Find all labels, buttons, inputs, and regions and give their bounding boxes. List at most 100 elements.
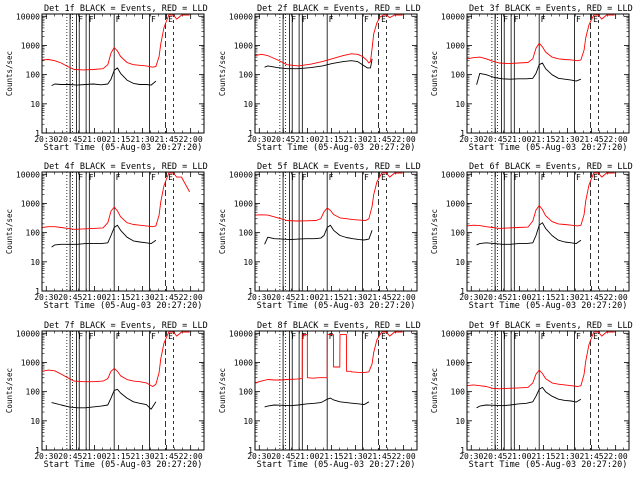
x-tick-label: 21:30 [343, 293, 367, 302]
y-tick-label: 10000 [16, 329, 40, 338]
x-tick-label: 20:30 [459, 135, 483, 144]
lld-series-line [255, 172, 403, 222]
events-series-line [51, 388, 157, 410]
x-tick-label: 21:45 [580, 135, 604, 144]
panel-plot-area [467, 14, 615, 133]
x-tick-label: 21:00 [295, 452, 319, 461]
events-series-line [51, 67, 157, 87]
flag-marker: F [514, 173, 519, 182]
flag-marker: F [329, 15, 334, 24]
chart-panel-7: Det 7f BLACK = Events, RED = LLD Counts/s… [5, 321, 208, 470]
y-tick-label: 100 [451, 388, 466, 397]
y-axis-label: Counts/sec [430, 51, 439, 96]
flag-marker: F [302, 332, 307, 341]
flag-marker: F [514, 15, 519, 24]
panel-title: Det 5f BLACK = Events, RED = LLD [257, 162, 421, 172]
y-tick-label: 1 [248, 287, 253, 296]
events-series-line [476, 62, 582, 85]
x-tick-label: 21:00 [82, 293, 106, 302]
x-tick-label: 21:15 [319, 452, 343, 461]
x-tick-label: 20:30 [247, 452, 271, 461]
x-tick-label: 21:00 [295, 293, 319, 302]
x-tick-label: 21:15 [531, 452, 555, 461]
flag-marker: E [381, 173, 386, 182]
x-tick-label: 21:30 [555, 293, 579, 302]
y-axis-label: Counts/sec [218, 51, 227, 96]
x-tick-label: 21:30 [343, 135, 367, 144]
x-tick-label: 20:45 [483, 135, 507, 144]
x-tick-label: 22:00 [604, 293, 628, 302]
y-tick-label: 1 [35, 287, 40, 296]
flag-marker: F [116, 15, 121, 24]
flag-marker: F [329, 173, 334, 182]
x-axis-label: Start Time (05-Aug-03 20:27:20) [44, 143, 203, 153]
panel-plot-area [42, 172, 190, 291]
x-tick-label: 21:15 [106, 135, 130, 144]
y-tick-label: 10000 [16, 170, 40, 179]
flag-marker: F [116, 173, 121, 182]
x-tick-label: 20:30 [34, 452, 58, 461]
chart-panel-6: Det 6f BLACK = Events, RED = LLD Counts/s… [430, 162, 633, 311]
x-tick-label: 22:00 [179, 135, 203, 144]
y-tick-label: 10000 [229, 12, 253, 21]
flag-marker: F [364, 332, 369, 341]
flag-marker: F [291, 15, 296, 24]
panel-frame [466, 330, 630, 451]
x-tick-label: 21:45 [368, 293, 392, 302]
x-axis-label: Start Time (05-Aug-03 20:27:20) [44, 301, 203, 311]
y-tick-label: 1000 [21, 199, 40, 208]
flag-marker: F [541, 15, 546, 24]
y-tick-label: 10 [243, 100, 253, 109]
x-tick-label: 20:30 [34, 135, 58, 144]
panel-plot-area [255, 172, 403, 291]
x-tick-label: 20:45 [483, 293, 507, 302]
x-tick-label: 20:45 [271, 135, 295, 144]
flag-marker: F [576, 15, 581, 24]
y-tick-label: 100 [26, 388, 41, 397]
y-tick-label: 1000 [234, 199, 253, 208]
events-series-line [264, 397, 370, 408]
x-tick-label: 22:00 [604, 135, 628, 144]
x-axis-label: Start Time (05-Aug-03 20:27:20) [469, 301, 628, 311]
y-tick-label: 1 [460, 129, 465, 138]
x-tick-label: 22:00 [179, 293, 203, 302]
flag-marker: F [302, 173, 307, 182]
flag-marker: F [89, 173, 94, 182]
y-axis-label: Counts/sec [218, 368, 227, 413]
y-tick-label: 1000 [446, 41, 465, 50]
x-tick-label: 21:15 [319, 135, 343, 144]
chart-panel-8: Det 8f BLACK = Events, RED = LLD Counts/s… [218, 321, 421, 470]
panel-frame [41, 171, 205, 292]
flag-marker: F [503, 173, 508, 182]
x-tick-label: 22:00 [392, 293, 416, 302]
x-tick-label: 20:45 [58, 135, 82, 144]
y-tick-label: 100 [239, 229, 254, 238]
x-tick-label: 21:30 [343, 452, 367, 461]
x-tick-label: 21:00 [507, 135, 531, 144]
flag-marker: F [151, 15, 156, 24]
chart-panel-3: Det 3f BLACK = Events, RED = LLD Counts/s… [430, 4, 633, 153]
x-tick-label: 21:30 [130, 293, 154, 302]
y-axis-label: Counts/sec [5, 51, 14, 96]
flag-marker: E [381, 15, 386, 24]
x-tick-label: 20:30 [247, 135, 271, 144]
panel-plot-area [42, 331, 190, 450]
panel-frame [466, 13, 630, 134]
y-tick-label: 100 [26, 229, 41, 238]
chart-panel-4: Det 4f BLACK = Events, RED = LLD Counts/s… [5, 162, 208, 311]
panel-title: Det 1f BLACK = Events, RED = LLD [44, 4, 208, 14]
events-series-line [264, 224, 373, 245]
x-tick-label: 21:00 [507, 293, 531, 302]
panel-plot-area [467, 331, 615, 450]
x-axis-label: Start Time (05-Aug-03 20:27:20) [257, 460, 416, 470]
panel-title: Det 9f BLACK = Events, RED = LLD [469, 321, 633, 331]
flag-marker: E [593, 173, 598, 182]
x-tick-label: 22:00 [392, 452, 416, 461]
y-tick-label: 10 [243, 417, 253, 426]
panel-title: Det 3f BLACK = Events, RED = LLD [469, 4, 633, 14]
x-tick-label: 20:45 [58, 452, 82, 461]
x-tick-label: 21:45 [368, 452, 392, 461]
panel-plot-area [42, 14, 190, 133]
y-tick-label: 10 [455, 100, 465, 109]
